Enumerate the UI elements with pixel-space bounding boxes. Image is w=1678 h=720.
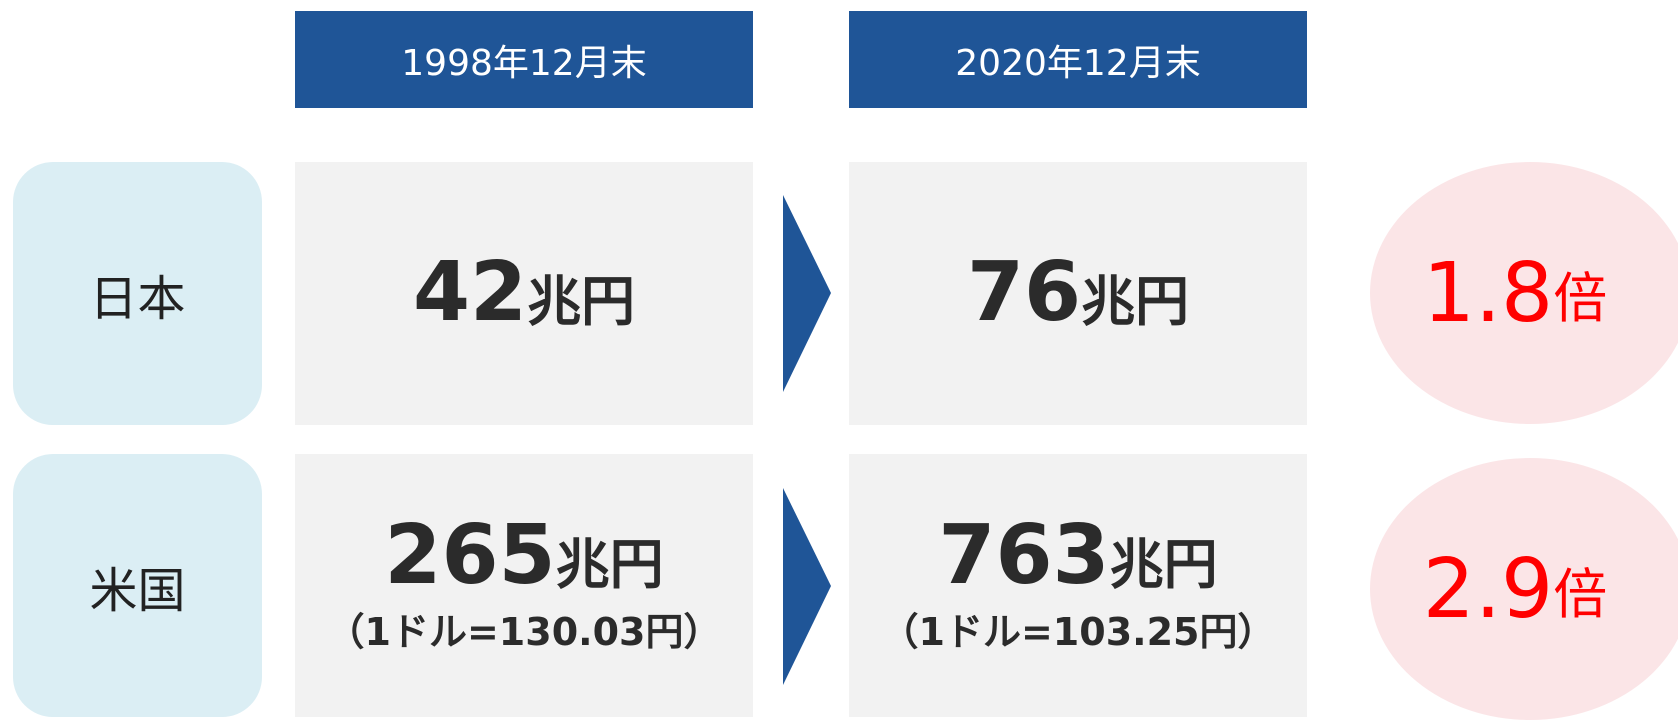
row-label: 米国 [13,454,262,717]
value: 76 [966,244,1082,340]
column-header: 2020年12月末 [849,11,1307,108]
ratio-badge: 2.9 倍 [1370,458,1678,720]
value-cell: 42兆円 [295,162,753,425]
ratio-unit: 倍 [1553,266,1608,330]
ratio-badge: 1.8 倍 [1370,162,1678,424]
value: 42 [412,244,528,340]
ratio-value: 1.8 [1422,245,1554,341]
arrow [783,195,831,392]
value: 265 [384,508,556,603]
value-cell: 763兆円 （1ドル=103.25円） [849,454,1307,717]
unit: 兆円 [527,269,636,333]
unit: 兆円 [1109,533,1218,596]
note: （1ドル=103.25円） [880,610,1276,654]
unit: 兆円 [1081,269,1190,333]
unit: 兆円 [555,533,664,596]
value-cell: 76兆円 [849,162,1307,425]
arrow [783,488,831,685]
value-cell: 265兆円 （1ドル=130.03円） [295,454,753,717]
ratio-unit: 倍 [1553,562,1608,626]
row-label: 日本 [13,162,262,425]
value: 763 [938,508,1110,603]
column-header: 1998年12月末 [295,11,753,108]
ratio-value: 2.9 [1422,541,1554,637]
note: （1ドル=130.03円） [326,610,722,654]
